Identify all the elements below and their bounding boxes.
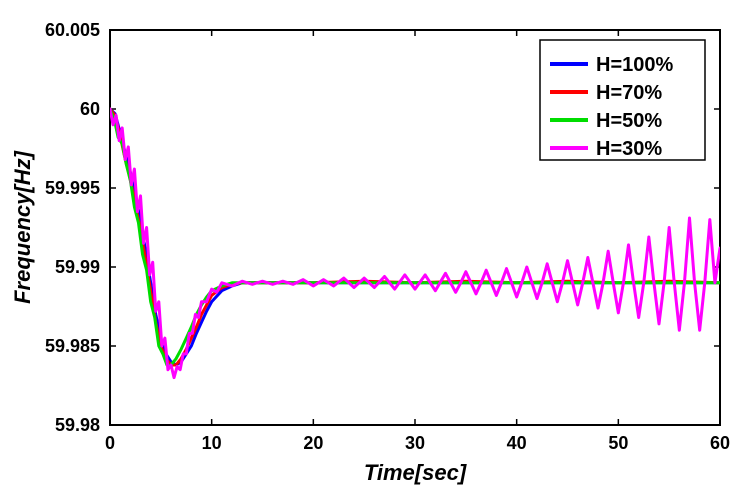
x-tick-label: 60 xyxy=(710,433,730,453)
x-tick-label: 0 xyxy=(105,433,115,453)
legend-label: H=30% xyxy=(596,138,662,160)
x-tick-label: 40 xyxy=(507,433,527,453)
frequency-time-chart: 0 10 20 30 40 50 60 59.98 59.985 59.99 59.995 60 60.… xyxy=(0,0,753,500)
x-tick-label: 30 xyxy=(405,433,425,453)
x-tick-label: 10 xyxy=(202,433,222,453)
y-tick-label: 59.98 xyxy=(55,415,100,435)
chart-svg: 0 10 20 30 40 50 60 59.98 59.985 59.99 59.995 60 60.… xyxy=(0,0,753,500)
y-tick-label: 60.005 xyxy=(45,20,100,40)
y-tick-label: 59.985 xyxy=(45,336,100,356)
x-tick-label: 20 xyxy=(303,433,323,453)
legend-label: H=50% xyxy=(596,110,662,132)
y-axis-label: Frequency[Hz] xyxy=(10,150,35,303)
legend: H=100% H=70% H=50% H=30% xyxy=(540,40,705,160)
legend-label: H=100% xyxy=(596,54,673,76)
y-tick-label: 60 xyxy=(80,99,100,119)
y-tick-label: 59.995 xyxy=(45,178,100,198)
legend-label: H=70% xyxy=(596,82,662,104)
x-axis-label: Time[sec] xyxy=(364,460,467,485)
y-tick-label: 59.99 xyxy=(55,257,100,277)
x-tick-label: 50 xyxy=(608,433,628,453)
